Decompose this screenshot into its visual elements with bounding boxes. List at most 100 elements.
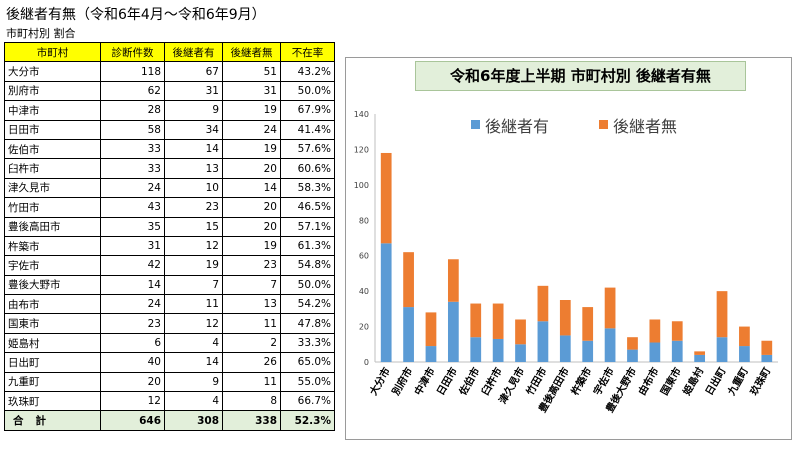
absence-rate-cell: 57.1%	[280, 216, 335, 237]
without-successor-cell: 11	[222, 313, 281, 334]
with-successor-cell: 13	[164, 158, 223, 179]
bar-without-successor	[627, 337, 638, 350]
bar-without-successor	[425, 312, 437, 347]
bar-without-successor	[649, 319, 661, 343]
absence-rate-cell: 67.9%	[280, 100, 335, 121]
bar-with-successor	[515, 344, 526, 362]
without-successor-cell: 51	[222, 61, 281, 82]
absence-rate-cell: 43.2%	[280, 61, 335, 82]
without-successor-cell: 24	[222, 119, 281, 140]
bar-with-successor	[671, 340, 683, 362]
y-tick-label: 120	[354, 145, 369, 154]
col-header-municipality: 市町村	[4, 41, 101, 63]
municipality-cell: 合計	[4, 410, 101, 431]
x-tick-label: 宇佐市	[590, 365, 616, 397]
without-successor-cell: 2	[222, 332, 281, 354]
bar-with-successor	[380, 243, 392, 362]
bar-without-successor	[403, 252, 414, 308]
col-header-with-successor: 後継者有	[164, 41, 223, 63]
table-row: 豊後大野市 14 7 7 50.0%	[4, 274, 335, 296]
bar-with-successor	[694, 354, 706, 362]
municipality-cell: 竹田市	[4, 197, 101, 218]
x-tick-label: 日田市	[434, 365, 460, 397]
with-successor-cell: 4	[164, 391, 223, 412]
bar-without-successor	[492, 303, 504, 339]
municipality-cell: 姫島村	[4, 332, 101, 354]
bar-without-successor	[470, 303, 482, 338]
bar-without-successor	[716, 291, 728, 338]
bar-without-successor	[537, 285, 549, 322]
without-successor-cell: 20	[222, 197, 281, 218]
col-header-without-successor: 後継者無	[222, 41, 281, 63]
table-row: 佐伯市 33 14 19 57.6%	[4, 138, 335, 160]
bar-without-successor	[761, 340, 773, 355]
table-row: 由布市 24 11 13 54.2%	[4, 294, 335, 315]
bar-with-successor	[403, 307, 414, 362]
table-row: 杵築市 31 12 19 61.3%	[4, 235, 335, 257]
municipality-cell: 大分市	[4, 61, 101, 82]
x-tick-label: 由布市	[635, 365, 661, 397]
without-successor-cell: 20	[222, 216, 281, 237]
bar-with-successor	[739, 346, 750, 362]
without-successor-cell: 8	[222, 391, 281, 412]
x-tick-label: 杵築市	[568, 365, 594, 397]
bar-with-successor	[716, 337, 728, 362]
diagnoses-cell: 42	[100, 255, 165, 276]
absence-rate-cell: 33.3%	[280, 332, 335, 354]
table-row: 宇佐市 42 19 23 54.8%	[4, 255, 335, 276]
absence-rate-cell: 50.0%	[280, 274, 335, 296]
x-tick-label: 佐伯市	[456, 365, 483, 398]
bar-with-successor	[447, 301, 459, 362]
with-successor-cell: 11	[164, 294, 223, 315]
legend-swatch	[471, 120, 480, 129]
table-row: 臼杵市 33 13 20 60.6%	[4, 158, 335, 179]
municipality-cell: 国東市	[4, 313, 101, 334]
municipality-cell: 津久見市	[4, 177, 101, 199]
x-tick-label: 九重町	[724, 365, 751, 398]
bar-with-successor	[627, 349, 638, 362]
table-subheading: 市町村別 割合	[6, 27, 76, 40]
absence-rate-cell: 50.0%	[280, 80, 335, 102]
col-header-absence-rate: 不在率	[280, 41, 335, 63]
bar-without-successor	[604, 287, 616, 329]
bar-without-successor	[671, 321, 683, 341]
absence-rate-cell: 52.3%	[280, 410, 335, 431]
diagnoses-cell: 24	[100, 177, 165, 199]
bar-with-successor	[425, 346, 437, 362]
absence-rate-cell: 54.2%	[280, 294, 335, 315]
diagnoses-cell: 40	[100, 352, 165, 373]
table-row: 九重町 20 9 11 55.0%	[4, 371, 335, 393]
with-successor-cell: 4	[164, 332, 223, 354]
without-successor-cell: 23	[222, 255, 281, 276]
municipality-cell: 九重町	[4, 371, 101, 393]
diagnoses-cell: 24	[100, 294, 165, 315]
without-successor-cell: 19	[222, 100, 281, 121]
x-tick-label: 大分市	[367, 365, 393, 397]
municipality-cell: 中津市	[4, 100, 101, 121]
page-heading: 後継者有無（令和6年4月～令和6年9月）	[6, 7, 266, 23]
stacked-bar-chart: 020406080100120140大分市別府市中津市日田市佐伯市臼杵市津久見市…	[354, 110, 778, 415]
table-row: 中津市 28 9 19 67.9%	[4, 100, 335, 121]
bar-with-successor	[559, 335, 571, 362]
municipality-cell: 由布市	[4, 294, 101, 315]
diagnoses-cell: 23	[100, 313, 165, 334]
bar-with-successor	[582, 340, 594, 362]
table-row: 日田市 58 34 24 41.4%	[4, 119, 335, 140]
table-row: 豊後高田市 35 15 20 57.1%	[4, 216, 335, 237]
diagnoses-cell: 33	[100, 158, 165, 179]
with-successor-cell: 308	[164, 410, 223, 431]
municipality-cell: 日出町	[4, 352, 101, 373]
without-successor-cell: 19	[222, 138, 281, 160]
x-tick-label: 臼杵市	[478, 365, 504, 397]
municipality-cell: 佐伯市	[4, 138, 101, 160]
without-successor-cell: 26	[222, 352, 281, 373]
diagnoses-cell: 118	[100, 61, 165, 82]
diagnoses-cell: 20	[100, 371, 165, 393]
y-tick-label: 60	[359, 252, 369, 261]
municipality-cell: 杵築市	[4, 235, 101, 257]
diagnoses-cell: 646	[100, 410, 165, 431]
chart-frame	[345, 57, 792, 440]
with-successor-cell: 34	[164, 119, 223, 140]
diagnoses-cell: 62	[100, 80, 165, 102]
absence-rate-cell: 61.3%	[280, 235, 335, 257]
